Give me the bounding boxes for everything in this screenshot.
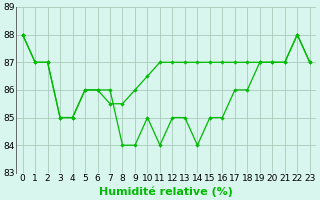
X-axis label: Humidité relative (%): Humidité relative (%) (99, 186, 233, 197)
